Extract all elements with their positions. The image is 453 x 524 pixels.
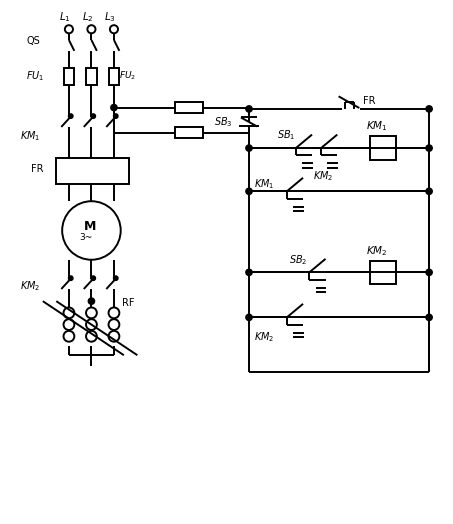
- Text: $KM_2$: $KM_2$: [313, 169, 333, 183]
- Text: $L_1$: $L_1$: [59, 10, 71, 25]
- Text: $SB_3$: $SB_3$: [214, 115, 232, 129]
- Circle shape: [111, 104, 117, 111]
- Circle shape: [426, 314, 432, 321]
- Text: $KM_1$: $KM_1$: [366, 119, 388, 134]
- Bar: [56, 158, 129, 184]
- Text: $SB_1$: $SB_1$: [277, 128, 295, 143]
- Circle shape: [65, 25, 73, 34]
- Bar: [175, 127, 202, 138]
- Circle shape: [62, 201, 120, 260]
- Text: FR: FR: [363, 96, 376, 106]
- Circle shape: [246, 188, 252, 194]
- Bar: [86, 68, 97, 85]
- Text: FR: FR: [31, 164, 43, 174]
- Circle shape: [68, 276, 73, 280]
- Circle shape: [246, 145, 252, 151]
- Bar: [175, 102, 202, 113]
- Text: $KM_2$: $KM_2$: [20, 279, 41, 293]
- Circle shape: [68, 114, 73, 118]
- Text: $FU_1$: $FU_1$: [26, 69, 44, 83]
- Text: $SB_2$: $SB_2$: [289, 253, 307, 267]
- Circle shape: [91, 276, 96, 280]
- Text: 3~: 3~: [79, 233, 92, 242]
- Text: M: M: [84, 221, 96, 233]
- Bar: [370, 260, 396, 284]
- Text: $KM_1$: $KM_1$: [255, 178, 275, 191]
- Text: $FU_2$: $FU_2$: [119, 70, 136, 82]
- Circle shape: [114, 114, 118, 118]
- Circle shape: [114, 276, 118, 280]
- Circle shape: [246, 269, 252, 276]
- Circle shape: [87, 25, 96, 34]
- Text: RF: RF: [122, 298, 135, 308]
- Circle shape: [110, 25, 118, 34]
- Bar: [109, 68, 119, 85]
- Circle shape: [88, 298, 95, 304]
- Circle shape: [246, 106, 252, 112]
- Bar: [370, 136, 396, 160]
- Text: $L_2$: $L_2$: [82, 10, 93, 25]
- Circle shape: [426, 269, 432, 276]
- Text: $KM_2$: $KM_2$: [366, 244, 388, 258]
- Circle shape: [426, 145, 432, 151]
- Text: $KM_1$: $KM_1$: [20, 129, 41, 143]
- Text: $KM_2$: $KM_2$: [255, 330, 275, 344]
- Bar: [63, 68, 74, 85]
- Circle shape: [91, 114, 96, 118]
- Circle shape: [246, 314, 252, 321]
- Text: $L_3$: $L_3$: [104, 10, 116, 25]
- Text: QS: QS: [26, 36, 40, 47]
- Circle shape: [426, 106, 432, 112]
- Circle shape: [426, 188, 432, 194]
